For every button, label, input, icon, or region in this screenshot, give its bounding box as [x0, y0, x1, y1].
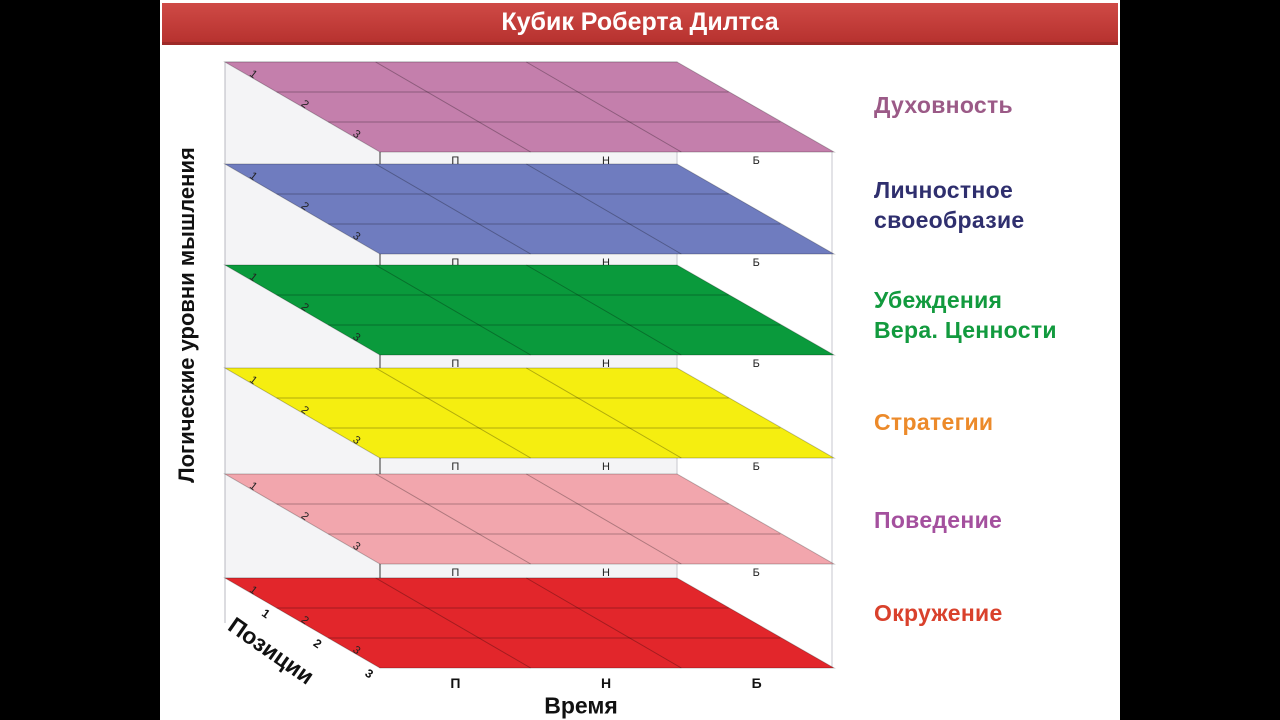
layer-grid-col-behavior-1 — [375, 473, 531, 565]
layer-label-line: Окружение — [874, 600, 1003, 626]
vertical-axis-label: Логические уровни мышления — [174, 147, 199, 483]
layer-label-line: Стратегии — [874, 409, 994, 435]
layer-grid-col-beliefs-2 — [526, 264, 682, 356]
layer-grid-col-identity-2 — [526, 163, 682, 255]
time-axis-label: Время — [544, 692, 618, 719]
layer-grid-col-strategies-2 — [526, 367, 682, 459]
page-title: Кубик Роберта Дилтса — [501, 8, 779, 36]
layer-plane-identity — [223, 163, 836, 255]
time-label-bottom-0: П — [450, 675, 460, 691]
time-label-spirituality-1: Н — [602, 155, 610, 167]
time-label-spirituality-0: П — [451, 155, 459, 167]
layer-grid-col-beliefs-1 — [375, 264, 531, 356]
layer-label-identity: Личностное своеобразие — [874, 175, 1025, 235]
time-label-behavior-1: Н — [602, 567, 610, 579]
layer-label-strategies: Стратегии — [874, 407, 993, 437]
time-label-identity-2: Б — [753, 257, 760, 269]
time-label-bottom-2: Б — [752, 675, 762, 691]
layer-label-line: Вера. Ценности — [874, 317, 1057, 343]
layer-plane-environment — [223, 577, 836, 669]
position-label-bottom-1: 1 — [259, 606, 273, 621]
layer-label-behavior: Поведение — [874, 505, 1002, 535]
layer-grid-col-behavior-2 — [526, 473, 682, 565]
layer-label-line: Духовность — [874, 92, 1013, 118]
layer-plane-beliefs — [223, 264, 836, 356]
layer-label-line: Убеждения — [874, 287, 1003, 313]
time-label-identity-0: П — [451, 257, 459, 269]
layer-plane-strategies — [223, 367, 836, 459]
time-label-spirituality-2: Б — [753, 155, 760, 167]
layer-grid-col-spirituality-1 — [375, 61, 531, 153]
time-label-beliefs-2: Б — [753, 358, 760, 370]
layer-grid-col-environment-1 — [375, 577, 531, 669]
time-label-strategies-1: Н — [602, 461, 610, 473]
time-label-behavior-2: Б — [753, 567, 760, 579]
position-label-bottom-2: 2 — [311, 636, 325, 651]
layer-plane-spirituality — [223, 61, 836, 153]
layer-grid-col-identity-1 — [375, 163, 531, 255]
layer-grid-col-environment-2 — [526, 577, 682, 669]
time-label-strategies-0: П — [451, 461, 459, 473]
layer-plane-behavior — [223, 473, 836, 565]
time-label-beliefs-1: Н — [602, 358, 610, 370]
time-label-strategies-2: Б — [753, 461, 760, 473]
time-label-behavior-0: П — [451, 567, 459, 579]
layer-label-line: своеобразие — [874, 207, 1025, 233]
layer-grid-col-spirituality-2 — [526, 61, 682, 153]
time-label-identity-1: Н — [602, 257, 610, 269]
time-label-beliefs-0: П — [451, 358, 459, 370]
title-bar: Кубик Роберта Дилтса — [162, 3, 1118, 45]
layer-label-line: Личностное — [874, 177, 1014, 203]
position-label-bottom-3: 3 — [362, 666, 376, 681]
layer-label-beliefs: Убеждения Вера. Ценности — [874, 285, 1057, 345]
layer-label-spirituality: Духовность — [874, 90, 1013, 120]
layer-grid-col-strategies-1 — [375, 367, 531, 459]
time-label-bottom-1: Н — [601, 675, 611, 691]
layer-label-line: Поведение — [874, 507, 1003, 533]
layer-label-environment: Окружение — [874, 598, 1003, 628]
